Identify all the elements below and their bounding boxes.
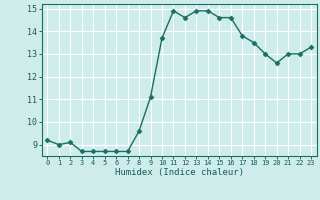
X-axis label: Humidex (Indice chaleur): Humidex (Indice chaleur): [115, 168, 244, 177]
